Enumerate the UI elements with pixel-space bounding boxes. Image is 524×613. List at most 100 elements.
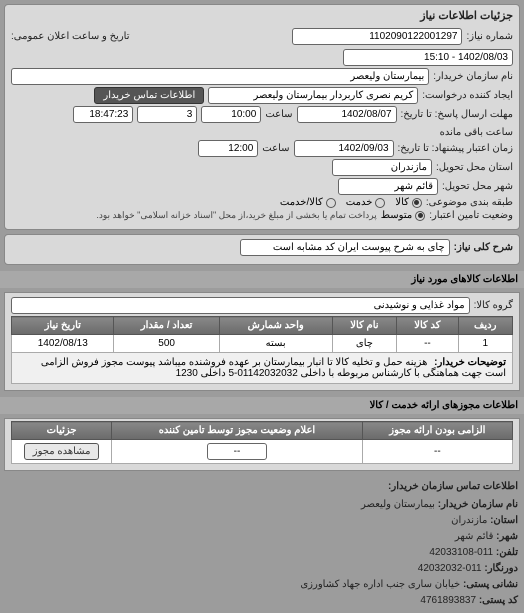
- radio-circle-icon: [415, 211, 425, 221]
- radio-goods-label: کالا: [395, 197, 409, 208]
- announce-field: 1402/08/03 - 15:10: [343, 49, 513, 66]
- budget-note: پرداخت تمام یا بخشی از مبلغ خرید،از محل …: [96, 210, 376, 221]
- permits-table: الزامی بودن ارائه مجوز اعلام وضعیت مجوز …: [11, 421, 513, 464]
- col-details: جزئیات: [12, 422, 112, 440]
- cell-details: مشاهده مجوز: [12, 440, 112, 464]
- view-permit-button[interactable]: مشاهده مجوز: [24, 443, 100, 460]
- panel-title: جزئیات اطلاعات نیاز: [11, 7, 513, 26]
- contact-postal: کد پستی: 4761893837: [6, 593, 518, 609]
- validity-date: 1402/09/03: [294, 140, 394, 157]
- col-qty: تعداد / مقدار: [114, 317, 219, 335]
- row-deadline-send: مهلت ارسال پاسخ: تا تاریخ: 1402/08/07 سا…: [11, 106, 513, 138]
- cell-mandatory: --: [362, 440, 512, 464]
- request-no-label: شماره نیاز:: [466, 31, 513, 42]
- contact-fax-value: 011-42032032: [418, 563, 482, 574]
- row-group: گروه کالا: مواد غذایی و نوشیدنی: [11, 297, 513, 314]
- row-province: استان محل تحویل: مازندران: [11, 159, 513, 176]
- announce-label: تاریخ و ساعت اعلان عمومی:: [11, 31, 130, 42]
- col-status: اعلام وضعیت مجوز توسط تامین کننده: [112, 422, 363, 440]
- validity-label: زمان اعتبار پیشنهاد: تا تاریخ:: [398, 143, 513, 154]
- radio-goods[interactable]: کالا: [395, 197, 422, 208]
- row-validity: زمان اعتبار پیشنهاد: تا تاریخ: 1402/09/0…: [11, 140, 513, 157]
- permits-header-row: الزامی بودن ارائه مجوز اعلام وضعیت مجوز …: [12, 422, 513, 440]
- contact-address-value: خیابان ساری جنب اداره جهاد کشاورزی: [300, 579, 460, 590]
- row-requester: ایجاد کننده درخواست: کریم نصری کاربردار …: [11, 87, 513, 104]
- group-label: گروه کالا:: [474, 300, 513, 311]
- deadline-send-label: مهلت ارسال پاسخ: تا تاریخ:: [401, 109, 513, 120]
- province-label: استان محل تحویل:: [436, 162, 513, 173]
- contact-address-label: نشانی پستی:: [463, 579, 518, 590]
- contact-fax-label: دورنگار:: [484, 563, 518, 574]
- row-category: طبقه بندی موضوعی: کالا خدمت کالا/خدمت: [11, 197, 513, 208]
- goods-panel: گروه کالا: مواد غذایی و نوشیدنی ردیف کد …: [4, 292, 520, 391]
- contact-postal-value: 4761893837: [420, 595, 476, 606]
- category-label: طبقه بندی موضوعی:: [426, 197, 513, 208]
- contact-block: اطلاعات تماس سازمان خریدار: نام سازمان خ…: [0, 475, 524, 613]
- permits-table-row: -- -- مشاهده مجوز: [12, 440, 513, 464]
- overall-label: شرح کلی نیاز:: [454, 242, 513, 253]
- remain-suffix: ساعت باقی مانده: [440, 127, 513, 138]
- buyer-label: نام سازمان خریدار:: [433, 71, 513, 82]
- row-budget: وضعیت تامین اعتبار: متوسط پرداخت تمام یا…: [11, 210, 513, 221]
- permits-section-header: اطلاعات مجوزهای ارائه خدمت / کالا: [0, 397, 524, 414]
- col-unit: واحد شمارش: [219, 317, 332, 335]
- cell-date: 1402/08/13: [12, 335, 114, 353]
- col-mandatory: الزامی بودن ارائه مجوز: [362, 422, 512, 440]
- requester-label: ایجاد کننده درخواست:: [422, 90, 513, 101]
- contact-address: نشانی پستی: خیابان ساری جنب اداره جهاد ک…: [6, 577, 518, 593]
- cell-status: --: [112, 440, 363, 464]
- cell-name: چای: [332, 335, 397, 353]
- remain-timer: 18:47:23: [73, 106, 133, 123]
- contact-city-label: شهر:: [496, 531, 518, 542]
- col-date: تاریخ نیاز: [12, 317, 114, 335]
- goods-table-header-row: ردیف کد کالا نام کالا واحد شمارش تعداد /…: [12, 317, 513, 335]
- goods-table-row[interactable]: 1 -- چای بسته 500 1402/08/13: [12, 335, 513, 353]
- validity-time: 12:00: [198, 140, 258, 157]
- cell-unit: بسته: [219, 335, 332, 353]
- row-buyer: نام سازمان خریدار: بیمارستان ولیعصر: [11, 68, 513, 85]
- need-details-panel: جزئیات اطلاعات نیاز شماره نیاز: 11020901…: [4, 4, 520, 230]
- radio-circle-icon: [375, 198, 385, 208]
- permits-panel: الزامی بودن ارائه مجوز اعلام وضعیت مجوز …: [4, 418, 520, 471]
- radio-both-label: کالا/خدمت: [280, 197, 323, 208]
- contact-phone-label: تلفن:: [496, 547, 518, 558]
- budget-medium-label: متوسط: [381, 210, 412, 221]
- deadline-send-date: 1402/08/07: [297, 106, 397, 123]
- radio-both[interactable]: کالا/خدمت: [280, 197, 336, 208]
- goods-table: ردیف کد کالا نام کالا واحد شمارش تعداد /…: [11, 316, 513, 353]
- col-name: نام کالا: [332, 317, 397, 335]
- row-request-announce: شماره نیاز: 1102090122001297 تاریخ و ساع…: [11, 28, 513, 66]
- col-code: کد کالا: [397, 317, 458, 335]
- contact-province-label: استان:: [490, 515, 518, 526]
- request-no-field: 1102090122001297: [292, 28, 462, 45]
- status-select[interactable]: --: [207, 443, 267, 460]
- category-radio-group: کالا خدمت کالا/خدمت: [280, 197, 422, 208]
- remain-days: 3: [137, 106, 197, 123]
- contact-phone-value: 011-42033108: [429, 547, 493, 558]
- contact-city: شهر: قائم شهر: [6, 529, 518, 545]
- radio-budget-medium[interactable]: متوسط: [381, 210, 425, 221]
- row-city: شهر محل تحویل: قائم شهر: [11, 178, 513, 195]
- city-field: قائم شهر: [338, 178, 438, 195]
- radio-service[interactable]: خدمت: [346, 197, 386, 208]
- deadline-send-time: 10:00: [201, 106, 261, 123]
- contact-phone: تلفن: 011-42033108: [6, 545, 518, 561]
- cell-qty: 500: [114, 335, 219, 353]
- buyer-contact-button[interactable]: اطلاعات تماس خریدار: [94, 87, 204, 104]
- requester-field: کریم نصری کاربردار بیمارستان ولیعصر: [208, 87, 418, 104]
- contact-org-value: بیمارستان ولیعصر: [361, 499, 435, 510]
- time-label-2: ساعت: [262, 143, 289, 154]
- radio-circle-icon: [326, 198, 336, 208]
- time-label-1: ساعت: [265, 109, 292, 120]
- goods-section-header: اطلاعات کالاهای مورد نیاز: [0, 271, 524, 288]
- budget-label: وضعیت تامین اعتبار:: [429, 210, 513, 221]
- contact-org-label: نام سازمان خریدار:: [438, 499, 518, 510]
- contact-org: نام سازمان خریدار: بیمارستان ولیعصر: [6, 497, 518, 513]
- goods-note-row: توضیحات خریدار: هزینه حمل و تخلیه کالا ت…: [11, 353, 513, 384]
- row-overall: شرح کلی نیاز: چای به شرح پیوست ایران کد …: [11, 239, 513, 256]
- province-field: مازندران: [332, 159, 432, 176]
- contact-city-value: قائم شهر: [455, 531, 494, 542]
- note-label: توضیحات خریدار:: [434, 357, 506, 368]
- contact-title: اطلاعات تماس سازمان خریدار:: [6, 479, 518, 495]
- radio-service-label: خدمت: [346, 197, 373, 208]
